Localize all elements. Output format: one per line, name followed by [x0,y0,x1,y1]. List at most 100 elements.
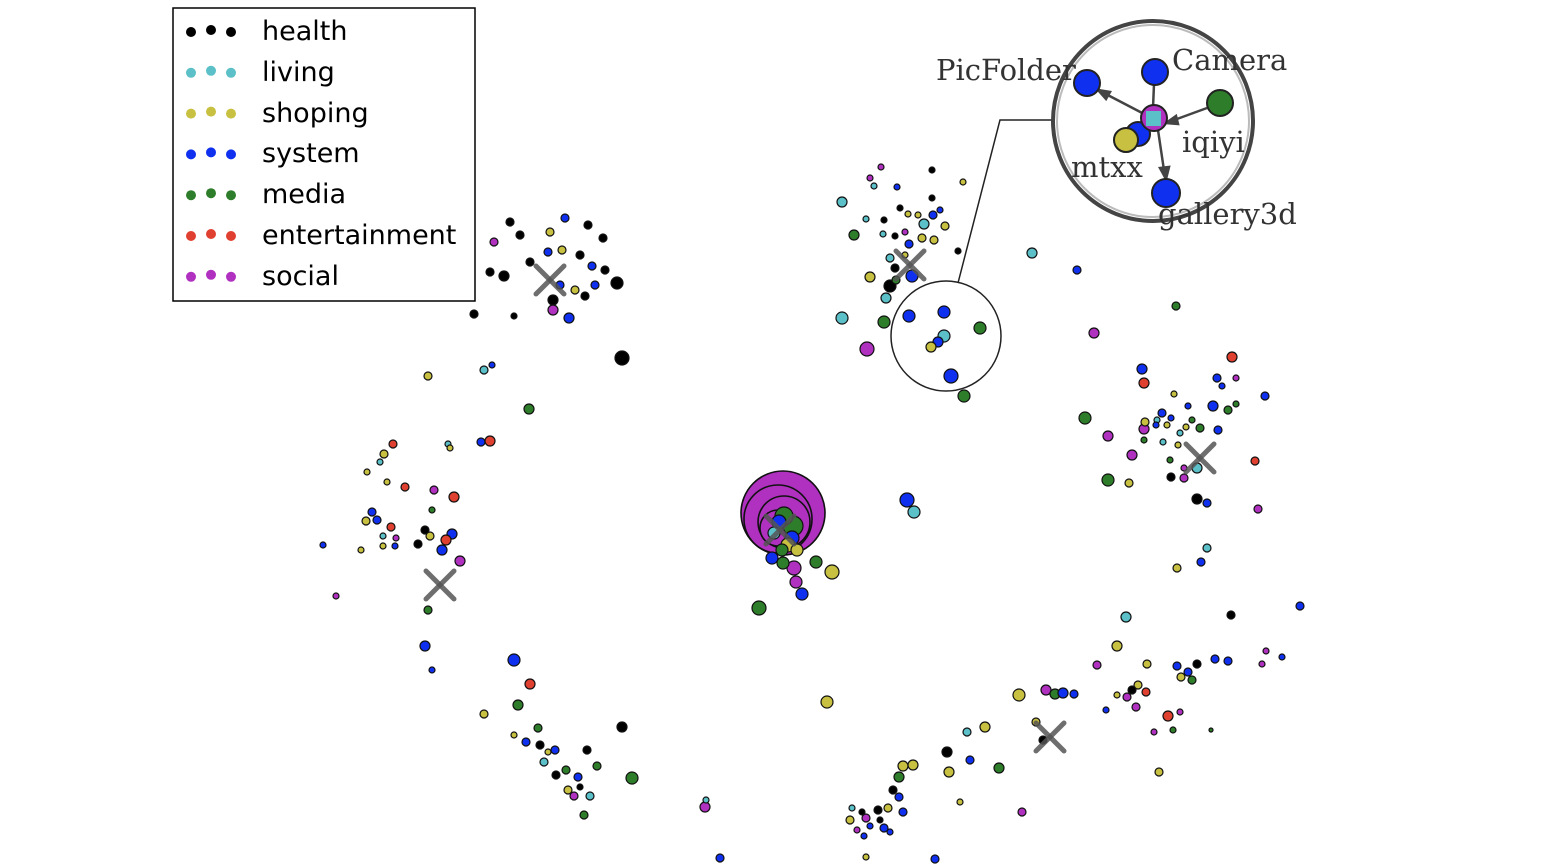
data-point-health [928,166,936,174]
data-point-living [879,230,887,238]
data-point-shoping [1012,688,1026,702]
data-point-system [372,515,382,525]
data-point-entertainment [524,678,536,690]
data-point-shoping [1176,672,1186,682]
data-point-social [853,826,861,834]
data-point-health [928,194,936,202]
data-point-social [1131,702,1141,712]
data-point-health [616,721,628,733]
legend-entry-health: health [186,16,347,47]
zoom-arrows [1094,83,1208,183]
data-point-shoping [479,709,489,719]
data-point-health [525,257,535,267]
data-point-health [954,247,962,255]
legend-dot [186,108,196,119]
legend-entry-media: media [186,179,346,210]
data-point-system [893,183,901,191]
data-point-health [505,217,515,227]
legend: health living shoping system media enter… [172,7,476,302]
zoom-node-camera [1141,58,1169,86]
data-point-entertainment [1138,377,1150,389]
zoom-label-camera: Camera [1172,43,1287,77]
zoom-callout: PicFolder Camera iqiyi mtxx gallery3d [890,19,1297,392]
data-point-system [866,822,874,830]
data-point-system [765,551,779,565]
legend-dot [226,108,236,119]
data-point-health [551,770,561,780]
zoom-node-mtxx [1113,127,1139,153]
data-point-media [775,543,789,557]
data-point-media [1078,411,1092,425]
data-point-system [1102,706,1110,714]
data-point-entertainment [388,439,398,449]
data-point-system [391,542,399,550]
data-point-system [1212,373,1222,383]
legend-entry-living: living [186,57,335,88]
data-point-living [702,796,710,804]
data-point-health [510,312,518,320]
data-point-health [498,270,510,282]
data-point-social [1017,807,1027,817]
data-point-system [1260,391,1270,401]
data-point-health [858,808,866,816]
data-point-media [1208,727,1214,733]
data-point-social [1258,660,1266,668]
legend-dot [186,67,196,78]
data-point-living [885,253,895,263]
data-point-shoping [1142,659,1152,669]
data-point-entertainment [1141,687,1151,697]
data-point-shoping [917,233,927,243]
data-point-social [1253,504,1263,514]
legend-swatch-media [186,188,236,201]
centroid-marker [1033,720,1067,754]
data-point-media [1223,405,1233,415]
data-point-shoping [563,785,573,795]
data-point-system [1136,363,1148,375]
data-point-media [423,605,433,615]
data-point-shoping [545,227,555,237]
zoom-lens-inner-ring [1056,24,1250,218]
data-point-health [890,263,900,273]
legend-label-living: living [262,57,335,88]
data-point-media [973,321,987,335]
data-point-system [419,640,431,652]
data-point-living [962,727,972,737]
data-point-system [1223,656,1233,666]
data-point-social [1150,728,1158,736]
data-point-living [907,505,921,519]
data-point-media [533,723,543,733]
data-point-media [1188,416,1196,424]
data-point-media [579,810,589,820]
data-point-living [1176,429,1184,437]
data-point-system [587,261,597,271]
data-point-system [894,792,904,802]
data-point-social [1102,430,1114,442]
data-point-system [507,653,521,667]
data-point-shoping [864,271,876,283]
arrowhead-gallery3d [1158,165,1171,183]
data-point-social [877,163,885,171]
arrowhead-iqiyi [1162,113,1180,126]
centroid-marker [423,568,457,602]
zoom-node-iqiyi [1206,89,1234,117]
zoom-source-circle [890,280,1002,392]
data-point-system [1210,654,1220,664]
data-point-living [848,804,856,812]
data-point-system [573,772,583,782]
data-point-shoping [1154,767,1164,777]
data-point-health [1226,610,1236,620]
data-point-shoping [1133,680,1143,690]
data-point-social [454,555,466,567]
data-point-shoping [979,721,991,733]
data-point-shoping [956,798,964,806]
data-point-living [1120,611,1132,623]
data-point-system [543,247,553,257]
data-point-shoping [943,766,955,778]
legend-swatch-health [186,25,236,37]
data-point-health [575,250,585,260]
data-point-system [521,737,531,747]
data-point-shoping [1174,441,1182,449]
data-point-system [476,437,486,447]
data-point-living [835,311,849,325]
zoom-node-gallery3d [1151,178,1181,208]
